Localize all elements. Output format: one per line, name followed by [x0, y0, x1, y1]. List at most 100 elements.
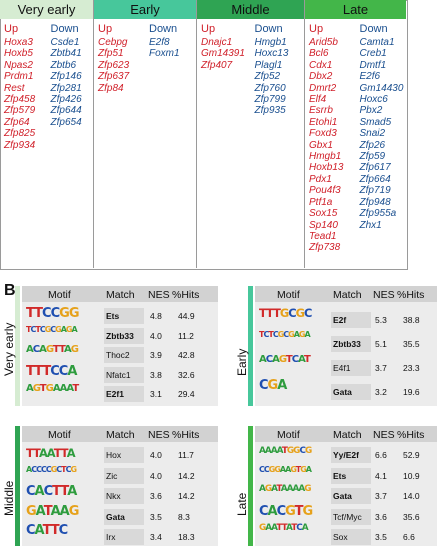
motif-row: Yy/E2f 6.6 52.9 — [255, 447, 437, 466]
up-gene-list: Cebpg Zfp51 Zfp623 Zfp637 Zfp84 — [94, 37, 145, 94]
motif-letter: C — [265, 354, 273, 365]
gene-up: Npas2 — [4, 59, 33, 71]
nes-cell: 3.6 — [150, 491, 162, 501]
motif-logo: ACCCCGCTCG — [26, 465, 78, 475]
nes-cell: 5.1 — [375, 339, 387, 349]
gene-down: Zfp799 — [254, 94, 286, 106]
motif-letter: C — [42, 306, 51, 321]
hits-col-header: %Hits — [172, 289, 200, 301]
motif-col-header: Motif — [277, 289, 300, 301]
motif-letter: G — [259, 522, 266, 533]
hits-cell: 11.7 — [178, 450, 194, 460]
gene-up: Sp140 — [309, 219, 338, 231]
match-cell: Yy/E2f — [331, 447, 371, 463]
gene-down: Zfp644 — [50, 105, 82, 117]
motif-letter: T — [281, 446, 288, 456]
motif-letter: A — [272, 354, 280, 365]
gene-up: Gm14391 — [201, 48, 245, 60]
hits-cell: 11.2 — [178, 330, 194, 341]
motif-letter: C — [26, 522, 35, 538]
down-gene-list: Camta1 Creb1 Dmtf1 E2f6 Gm14430 Hoxc6 Pbx2 Smad… — [356, 37, 407, 254]
motif-letter: C — [30, 325, 36, 335]
gene-down: Creb1 — [359, 48, 387, 60]
gene-up: Tead1 — [309, 230, 337, 242]
motif-letter: G — [279, 306, 289, 320]
stage-column: Very early Up Down Hoxa3 Hoxb5 Npas2 Prdm1 Rest… — [0, 0, 94, 268]
gene-up: Zfp623 — [98, 59, 130, 71]
match-cell: Ets — [104, 308, 144, 324]
motif-letter: A — [305, 465, 312, 475]
nes-col-header: NES — [373, 289, 395, 301]
down-gene-list: Hmgb1 Hoxc13 Plagl1 Zfp52 Zfp760 Zfp799 Zfp935 — [251, 37, 305, 117]
motif-logo: GATAAG — [26, 503, 79, 519]
gene-up: Zfp407 — [201, 59, 233, 71]
gene-down: Zfp146 — [50, 71, 82, 83]
motif-letter: A — [26, 465, 32, 475]
motif-row: Zic 4.0 14.2 — [22, 467, 218, 487]
motif-letter: G — [268, 465, 276, 475]
hits-cell: 8.3 — [178, 511, 190, 522]
motif-letter: A — [271, 522, 277, 533]
motif-letter: G — [70, 465, 78, 475]
hits-cell: 35.5 — [403, 339, 420, 349]
gene-down: Gm14430 — [359, 82, 404, 94]
gene-up: Hoxb13 — [309, 162, 344, 174]
motif-logo: GAATTATCA — [259, 522, 309, 533]
motif-letter: T — [61, 465, 67, 475]
motif-letter: T — [276, 522, 282, 533]
motif-letter: C — [50, 306, 60, 321]
motif-logo: CACGTG — [259, 503, 313, 519]
hits-cell: 19.6 — [403, 387, 420, 397]
motif-row: Hox 4.0 11.7 — [22, 447, 218, 466]
motif-letter: T — [35, 325, 41, 335]
motif-letter: T — [72, 382, 79, 394]
gene-up: Zfp637 — [98, 71, 130, 83]
gene-down: Pbx2 — [359, 105, 383, 117]
motif-row: Irx 3.4 18.3 — [22, 529, 218, 548]
gene-up: Dmrt2 — [309, 82, 337, 94]
motif-letter: A — [304, 330, 311, 339]
down-label: Down — [359, 23, 388, 35]
stage-column: Middle Up Down Dnajc1 Gm14391 Zfp407 Hmgb1 Hoxc… — [197, 0, 305, 268]
motif-row: Zbtb33 5.1 35.5 — [255, 336, 437, 358]
motif-table-header: Motif Match NES %Hits — [22, 286, 218, 302]
nes-cell: 4.0 — [150, 450, 162, 460]
gene-up: Zfp825 — [4, 128, 36, 140]
nes-cell: 3.5 — [150, 511, 162, 522]
gene-down: Zfp52 — [254, 71, 281, 83]
motif-letter: T — [266, 306, 274, 320]
gene-up: Cdx1 — [309, 59, 333, 71]
motif-letter: T — [291, 522, 297, 533]
motif-letter: G — [290, 465, 297, 475]
stage-header: Very early — [0, 0, 93, 19]
motif-letter: T — [294, 503, 304, 519]
motif-row: Thoc2 3.9 42.8 — [22, 347, 218, 365]
stage-header: Late — [305, 0, 406, 19]
motif-letter: T — [60, 446, 68, 460]
motif-letter: T — [259, 306, 267, 320]
gene-up: Cebpg — [98, 37, 128, 48]
up-down-header: Up Down — [197, 23, 304, 37]
panel-b-letter: B — [4, 282, 16, 299]
motif-letter: T — [285, 354, 293, 365]
motif-row: Sox 3.5 6.6 — [255, 529, 437, 548]
motif-letter: C — [50, 363, 59, 379]
gene-up: Rest — [4, 82, 25, 94]
hits-cell: 23.3 — [403, 363, 420, 373]
stage-color-bar — [15, 426, 20, 546]
hits-col-header: %Hits — [397, 289, 425, 301]
hits-cell: 38.8 — [403, 315, 420, 325]
hits-cell: 29.4 — [178, 389, 195, 399]
gene-up: Prdm1 — [4, 71, 34, 83]
motif-letter: A — [264, 446, 272, 456]
up-label: Up — [98, 23, 113, 35]
gene-down: E2f6 — [359, 71, 381, 83]
motif-letter: A — [277, 378, 287, 393]
motif-letter: C — [296, 522, 302, 533]
motif-letter: C — [259, 465, 265, 475]
gene-up: Pdx1 — [309, 173, 332, 185]
motif-letter: A — [286, 484, 294, 495]
motif-letter: C — [291, 354, 299, 365]
motif-letter: A — [298, 484, 305, 495]
motif-letter: G — [26, 503, 37, 519]
